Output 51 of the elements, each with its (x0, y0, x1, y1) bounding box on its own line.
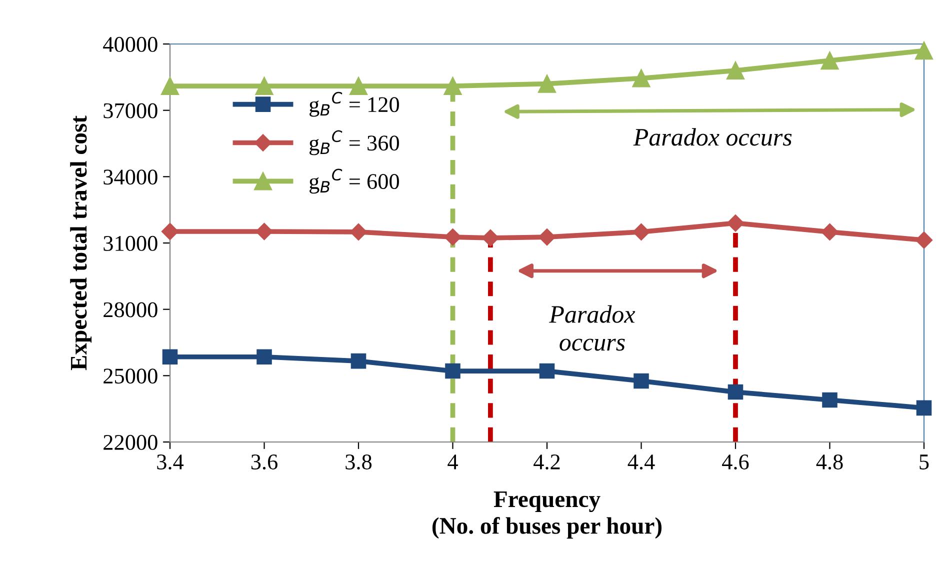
x-tick-label: 5 (920, 454, 929, 470)
point (822, 392, 838, 408)
point (821, 223, 838, 240)
point (256, 349, 272, 365)
legend-label: g$_{B}$$^{C}$ = 360 (310, 130, 399, 156)
x-tick-label: 3.8 (346, 454, 372, 470)
point (255, 76, 274, 96)
point (444, 228, 462, 246)
point (349, 76, 368, 96)
x-tick-label: 4.8 (816, 454, 843, 470)
point (445, 363, 460, 379)
y-tick-label: 28000 (104, 302, 158, 318)
point (538, 74, 556, 93)
y-tick-label: 34000 (104, 170, 158, 185)
point (444, 76, 462, 96)
point (634, 373, 649, 389)
point (160, 76, 180, 96)
point (162, 349, 178, 365)
x-axis-title: Frequency (No. of buses per hour) (432, 491, 662, 539)
legend-label: g$_{B}$$^{C}$ = 120 (310, 92, 399, 117)
point (539, 363, 555, 379)
legend-label: g$_{B}$$^{C}$ = 600 (310, 168, 399, 194)
point (482, 229, 499, 246)
point (728, 384, 744, 400)
y-tick-label: 25000 (104, 368, 158, 384)
annotation: Paradox occurs (633, 128, 792, 146)
x-tick-label: 4.2 (534, 454, 560, 470)
point (632, 223, 650, 240)
point (632, 69, 650, 88)
x-tick-label: 4.4 (628, 454, 655, 470)
x-tick-label: 4.6 (722, 454, 749, 470)
x-tick-label: 3.6 (251, 454, 278, 470)
x-tick-label: 4 (448, 454, 458, 470)
point (916, 400, 932, 416)
point (161, 222, 179, 240)
x-tick-label: 3.4 (157, 454, 184, 470)
y-tick-label: 40000 (103, 36, 158, 52)
y-tick-label: 37000 (104, 103, 158, 118)
y-tick-label: 22000 (104, 434, 158, 450)
point (256, 222, 273, 240)
point (726, 62, 745, 80)
annotation: Paradox occurs (549, 305, 636, 351)
point (350, 353, 366, 369)
point (350, 223, 368, 240)
point (914, 42, 934, 60)
point (726, 214, 744, 232)
point (538, 228, 556, 246)
point (820, 52, 839, 70)
point (915, 232, 933, 249)
y-axis-title: Expected total travel cost (70, 116, 92, 370)
y-tick-label: 31000 (104, 236, 158, 251)
